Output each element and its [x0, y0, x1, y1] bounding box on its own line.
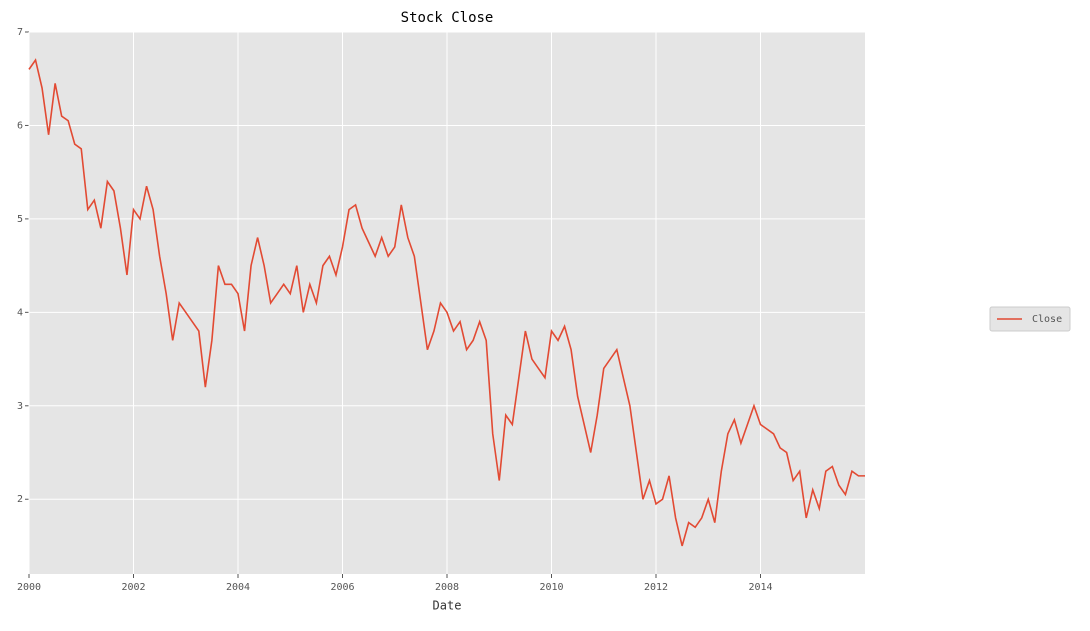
- x-tick-label: 2006: [330, 582, 354, 593]
- y-tick-label: 6: [17, 120, 23, 131]
- x-tick-label: 2008: [435, 582, 459, 593]
- y-tick-label: 3: [17, 401, 23, 412]
- x-tick-label: 2002: [121, 582, 145, 593]
- legend-label: Close: [1032, 314, 1062, 325]
- line-series: [28, 58, 865, 547]
- legend-box: [989, 306, 1071, 332]
- y-tick-label: 5: [17, 214, 23, 225]
- y-tick-label: 4: [17, 307, 23, 318]
- x-tick-label: 2000: [17, 582, 41, 593]
- y-tick-label: 2: [17, 494, 23, 505]
- y-tick-label: 7: [17, 27, 23, 38]
- x-tick-label: 2012: [644, 582, 668, 593]
- chart-title: Stock Close: [401, 10, 494, 26]
- x-tick-label: 2010: [539, 582, 563, 593]
- x-axis-label: Date: [433, 599, 462, 613]
- x-tick-label: 2004: [226, 582, 250, 593]
- x-tick-label: 2014: [748, 582, 772, 593]
